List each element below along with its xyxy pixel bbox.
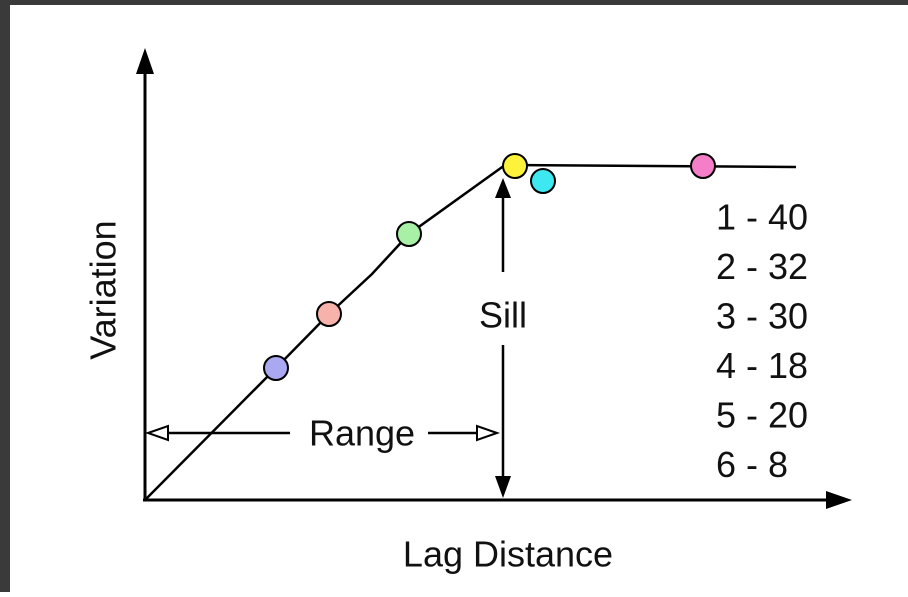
y-axis-label: Variation (83, 220, 124, 359)
legend-entry: 1 - 40 (716, 197, 808, 238)
legend-entry: 5 - 20 (716, 395, 808, 436)
x-axis-label: Lag Distance (403, 534, 613, 575)
point (316, 301, 342, 327)
sill-arrow-down (495, 476, 511, 498)
range-label: Range (309, 413, 415, 454)
point (263, 355, 289, 381)
sill-label: Sill (479, 295, 527, 336)
legend-entry: 6 - 8 (716, 444, 788, 485)
x-axis-arrow (826, 491, 852, 509)
legend-entry: 4 - 18 (716, 345, 808, 386)
legend-entry: 2 - 32 (716, 246, 808, 287)
left-border (0, 0, 10, 592)
point (502, 153, 528, 179)
point (396, 221, 422, 247)
point (690, 153, 716, 179)
sill-arrow-up (495, 178, 511, 198)
range-arrow-left (144, 424, 169, 442)
point (530, 168, 556, 194)
legend: 1 - 40 2 - 32 3 - 30 4 - 18 5 - 20 6 - 8 (716, 197, 808, 486)
range-arrow-right (476, 424, 501, 442)
legend-entry: 3 - 30 (716, 296, 808, 337)
top-border (0, 0, 908, 5)
y-axis-arrow (136, 48, 154, 74)
